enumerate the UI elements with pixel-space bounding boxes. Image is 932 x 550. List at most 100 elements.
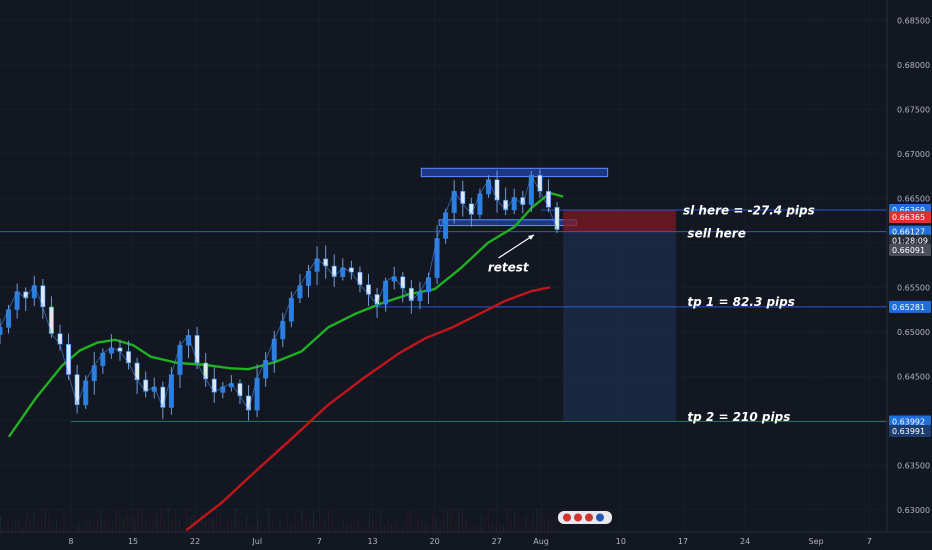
volume-bar [234, 508, 236, 532]
volume-bar [182, 526, 184, 532]
price-tick-label: 0.68000 [897, 61, 930, 70]
volume-bar [383, 525, 385, 532]
volume-bar [48, 515, 50, 532]
volume-bar [372, 518, 374, 532]
price-tag-label: 0.66365 [892, 213, 925, 222]
volume-bar [540, 515, 542, 532]
volume-bar [469, 526, 471, 532]
volume-bar [447, 510, 449, 532]
volume-bar [465, 519, 467, 532]
volume-bar [294, 513, 296, 532]
volume-bar [491, 522, 493, 532]
volume-bar [342, 518, 344, 532]
volume-bar [298, 521, 300, 532]
volume-bar [96, 517, 99, 532]
volume-bar [514, 512, 516, 532]
volume-bar [290, 523, 292, 532]
stop-loss-zone [563, 210, 676, 232]
volume-bar [316, 524, 318, 532]
volume-bar [111, 525, 113, 532]
volume-bar [525, 516, 527, 532]
volume-bar [547, 521, 549, 532]
horizontal-levels[interactable] [0, 209, 887, 423]
price-tag [889, 211, 931, 224]
volume-bar [394, 520, 397, 532]
volume-bar [365, 526, 367, 532]
price-tick-label: 0.64500 [897, 372, 930, 381]
volume-bar [432, 513, 434, 532]
time-axis[interactable]: 8 15 22 Jul 7 13 20 27 Aug 10 17 24 Sep 7 [68, 537, 871, 546]
trade-zones [420, 167, 676, 422]
flag-icon[interactable] [574, 513, 582, 522]
volume-bar [339, 524, 341, 532]
volume-bar [346, 522, 348, 532]
flag-icon[interactable] [585, 513, 593, 522]
flag-icon[interactable] [563, 513, 571, 522]
volume-bar [312, 511, 315, 532]
volume-bar [178, 519, 181, 532]
event-markers[interactable] [558, 511, 612, 524]
volume-bar [484, 516, 486, 532]
volume-bar [130, 514, 132, 532]
volume-bar [428, 523, 430, 532]
price-tag [889, 225, 931, 238]
volume-bar [149, 518, 151, 532]
volume-bar [283, 524, 285, 532]
time-tick-label: 20 [430, 537, 440, 546]
volume-bar [81, 527, 84, 532]
price-tag-label: 0.66369 [892, 206, 925, 215]
flag-icon[interactable] [596, 513, 604, 522]
volume-bar [499, 521, 501, 532]
volume-bar [417, 517, 419, 532]
volume-bar [14, 518, 17, 532]
volume-bar [3, 526, 5, 532]
volume-bar [439, 523, 441, 532]
volume-bar [197, 520, 199, 532]
price-tick-label: 0.65500 [897, 283, 930, 292]
volume-bar [305, 516, 307, 532]
volume-bar [216, 510, 218, 532]
volume-bar [320, 521, 322, 532]
volume-bar [26, 512, 28, 532]
time-tick-label: Jul [251, 537, 262, 546]
price-tick-label: 0.67000 [897, 150, 930, 159]
volume-bar [100, 509, 102, 532]
retest-arrow [498, 234, 535, 259]
volume-bar [40, 509, 43, 532]
time-tick-label: 24 [740, 537, 750, 546]
volume-bar [0, 515, 2, 532]
volume-bar [126, 509, 128, 532]
price-tick-label: 0.63000 [897, 506, 930, 515]
volume-bar [70, 526, 72, 532]
sma-200-line [185, 286, 551, 532]
sma-50 [7, 191, 564, 438]
price-line [0, 174, 558, 412]
volume-bar [331, 516, 333, 532]
volume-bar [461, 511, 464, 532]
volume-bar [324, 519, 326, 532]
volume-bar [454, 520, 456, 532]
volume-bar [260, 521, 262, 532]
volume-bar [529, 525, 531, 532]
volume-bar [532, 513, 534, 532]
volume-bar [502, 524, 505, 532]
volume-bar [521, 522, 523, 532]
volume-bar [104, 517, 106, 532]
volume-bar [286, 514, 289, 532]
volume-bar [219, 513, 221, 532]
volume-bar [357, 521, 359, 532]
target-zone [563, 231, 676, 422]
volume-bar [506, 509, 508, 532]
price-tick-label: 0.66500 [897, 194, 930, 203]
annotations: sl here = -27.4 pips sell here tp 1 = 82.3… [488, 203, 815, 423]
volume-bar [67, 526, 69, 532]
volume-bar [275, 527, 277, 532]
volume-bar [406, 513, 408, 532]
volume-bar [18, 519, 20, 532]
volume-bar [480, 513, 482, 532]
volume-bar [163, 517, 166, 532]
volume-bar [44, 513, 46, 532]
volume-bar [108, 519, 110, 532]
